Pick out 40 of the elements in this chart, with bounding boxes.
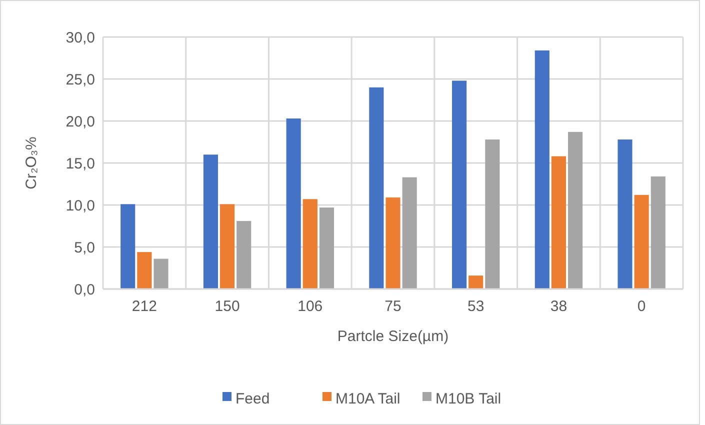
x-tick-label: 0: [637, 298, 646, 315]
bar: [534, 50, 550, 289]
bar: [386, 197, 400, 289]
y-axis-title: Cr₂O₃%: [23, 136, 40, 190]
bar: [650, 176, 666, 289]
bar: [220, 204, 235, 289]
bar: [154, 258, 168, 289]
bar: [286, 118, 301, 289]
bar: [468, 276, 484, 289]
y-tick-label: 30,0: [66, 29, 95, 46]
x-tick-label: 38: [550, 298, 568, 315]
x-tick-label: 150: [214, 298, 240, 315]
bar: [137, 252, 152, 289]
bar: [452, 80, 467, 289]
x-tick-label: 75: [384, 298, 402, 315]
y-tick-label: 0,0: [74, 281, 95, 298]
x-axis-title: Partcle Size(µm): [337, 328, 449, 345]
bar: [618, 139, 632, 289]
bar: [568, 132, 583, 289]
bar: [319, 208, 334, 289]
legend-label: M10A Tail: [336, 390, 400, 408]
y-tick-label: 15,0: [66, 155, 95, 172]
y-tick-label: 25,0: [66, 71, 95, 88]
bar: [236, 220, 252, 289]
y-tick-label: 10,0: [66, 197, 95, 214]
bar: [485, 139, 500, 289]
bar: [302, 199, 318, 289]
x-tick-label: 106: [298, 298, 323, 315]
bar: [634, 194, 649, 289]
bar: [369, 87, 384, 289]
bar: [402, 177, 417, 289]
x-tick-label: 53: [468, 298, 484, 315]
bar: [551, 156, 566, 289]
y-tick-label: 20,0: [66, 113, 95, 130]
bar: [203, 154, 218, 289]
legend-label: M10B Tail: [436, 390, 502, 408]
bar: [120, 204, 136, 289]
legend-label: Feed: [236, 390, 270, 408]
y-tick-label: 5,0: [74, 239, 95, 256]
x-tick-label: 212: [132, 298, 157, 315]
